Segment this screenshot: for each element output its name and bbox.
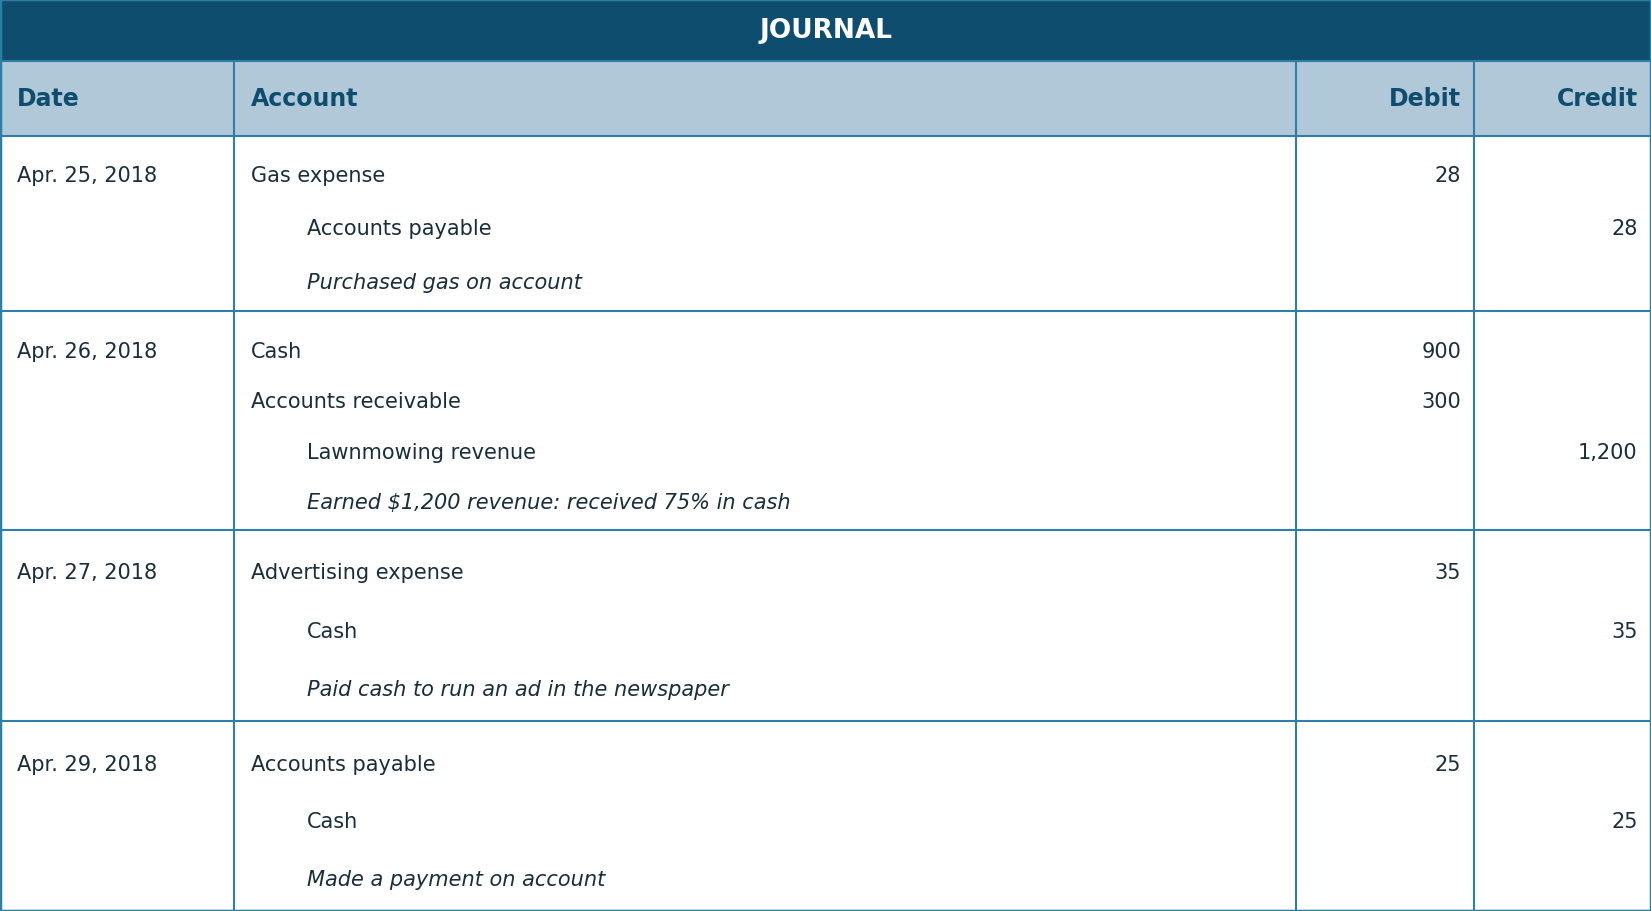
Text: Account: Account xyxy=(251,87,358,111)
Text: Apr. 27, 2018: Apr. 27, 2018 xyxy=(17,563,157,583)
Text: Paid cash to run an ad in the newspaper: Paid cash to run an ad in the newspaper xyxy=(307,680,730,700)
Text: Lawnmowing revenue: Lawnmowing revenue xyxy=(307,442,537,462)
FancyBboxPatch shape xyxy=(0,722,1651,911)
Text: 35: 35 xyxy=(1611,621,1638,641)
Text: Cash: Cash xyxy=(307,621,358,641)
Text: Apr. 25, 2018: Apr. 25, 2018 xyxy=(17,166,157,186)
FancyBboxPatch shape xyxy=(0,0,1651,62)
Text: Apr. 26, 2018: Apr. 26, 2018 xyxy=(17,342,157,362)
FancyBboxPatch shape xyxy=(0,137,1651,312)
Text: 25: 25 xyxy=(1435,753,1461,773)
Text: 300: 300 xyxy=(1422,392,1461,412)
Text: Accounts payable: Accounts payable xyxy=(307,219,492,239)
Text: Purchased gas on account: Purchased gas on account xyxy=(307,272,581,292)
Text: Apr. 29, 2018: Apr. 29, 2018 xyxy=(17,753,157,773)
Text: Advertising expense: Advertising expense xyxy=(251,563,464,583)
Text: 25: 25 xyxy=(1611,812,1638,832)
Text: 900: 900 xyxy=(1422,342,1461,362)
Text: 35: 35 xyxy=(1435,563,1461,583)
Text: Cash: Cash xyxy=(307,812,358,832)
Text: Cash: Cash xyxy=(251,342,302,362)
Text: Date: Date xyxy=(17,87,79,111)
Text: Gas expense: Gas expense xyxy=(251,166,385,186)
FancyBboxPatch shape xyxy=(0,62,1651,137)
Text: 1,200: 1,200 xyxy=(1578,442,1638,462)
Text: JOURNAL: JOURNAL xyxy=(759,18,892,44)
FancyBboxPatch shape xyxy=(0,312,1651,530)
Text: Made a payment on account: Made a payment on account xyxy=(307,869,606,889)
Text: Accounts payable: Accounts payable xyxy=(251,753,436,773)
FancyBboxPatch shape xyxy=(0,530,1651,722)
Text: Earned $1,200 revenue: received 75% in cash: Earned $1,200 revenue: received 75% in c… xyxy=(307,492,791,512)
Text: Credit: Credit xyxy=(1557,87,1638,111)
Text: 28: 28 xyxy=(1435,166,1461,186)
Text: Accounts receivable: Accounts receivable xyxy=(251,392,461,412)
Text: Debit: Debit xyxy=(1388,87,1461,111)
Text: 28: 28 xyxy=(1611,219,1638,239)
